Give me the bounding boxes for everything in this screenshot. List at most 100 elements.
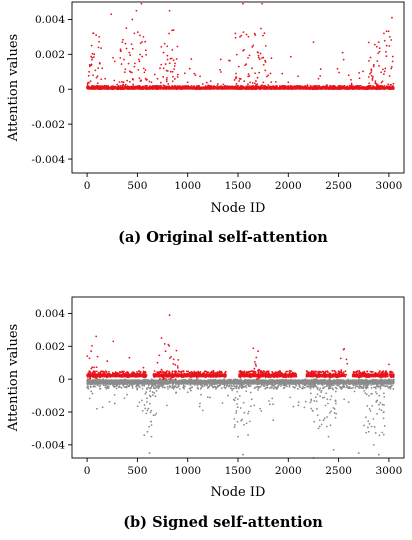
data-point (89, 385, 92, 388)
data-point (93, 53, 96, 56)
data-point (220, 71, 222, 73)
data-point (101, 67, 104, 70)
data-point (102, 378, 105, 381)
data-point (165, 78, 168, 81)
data-point (350, 78, 352, 81)
data-point (104, 77, 107, 80)
data-point (276, 85, 278, 87)
data-point (116, 83, 119, 86)
data-point (160, 63, 163, 66)
data-point (167, 83, 170, 85)
data-point (163, 42, 166, 45)
data-point (97, 67, 100, 70)
data-point (94, 385, 96, 388)
y-axis-label: Attention values (6, 34, 21, 142)
x-tick-label: 3000 (376, 180, 403, 192)
data-point (94, 370, 96, 373)
data-point (359, 84, 362, 87)
data-point (342, 58, 345, 61)
data-point (390, 39, 393, 41)
data-point (89, 377, 92, 380)
data-point (368, 82, 371, 85)
data-point (199, 75, 201, 78)
data-point (257, 51, 260, 54)
data-point (110, 13, 113, 16)
data-point (391, 16, 393, 19)
data-point (376, 83, 378, 85)
data-point (94, 69, 97, 72)
data-point (233, 79, 236, 81)
data-point (216, 83, 219, 85)
data-point (248, 75, 251, 77)
data-point (338, 71, 341, 74)
data-point (377, 41, 380, 44)
data-point (123, 58, 125, 61)
data-point (251, 67, 253, 70)
data-point (166, 54, 169, 57)
data-point (172, 59, 175, 62)
data-point (258, 71, 261, 74)
data-point (391, 60, 394, 63)
y-tick-label: 0 (58, 84, 65, 96)
data-point (138, 77, 141, 80)
data-point (219, 68, 221, 71)
data-point (136, 31, 139, 34)
data-point (389, 36, 391, 38)
y-tick-label: 0.002 (35, 49, 65, 61)
data-point (176, 73, 179, 76)
data-point (164, 63, 167, 65)
data-point (92, 32, 95, 35)
data-point (242, 2, 244, 5)
data-point (98, 36, 101, 38)
data-point (347, 74, 350, 77)
data-point (131, 47, 134, 50)
data-point (137, 69, 140, 71)
data-point (370, 69, 373, 72)
data-point (88, 70, 90, 73)
data-point (141, 55, 144, 58)
data-point (141, 41, 143, 43)
data-point (117, 85, 120, 87)
data-point (368, 59, 370, 62)
data-point (262, 56, 265, 59)
data-point (336, 67, 339, 70)
data-point (390, 65, 393, 68)
data-point (118, 81, 121, 83)
data-point (385, 30, 388, 33)
data-point (96, 82, 99, 85)
data-point (378, 47, 381, 50)
data-point (261, 84, 264, 87)
data-point (97, 46, 100, 49)
data-point (367, 41, 370, 44)
data-point (126, 79, 129, 82)
data-point (201, 83, 204, 85)
data-point (98, 40, 100, 43)
data-point (254, 82, 256, 85)
data-point (96, 407, 98, 410)
data-point (239, 78, 242, 80)
scatter-points (86, 314, 395, 459)
data-point (99, 384, 102, 387)
data-point (176, 76, 179, 78)
data-point (88, 357, 91, 360)
data-point (392, 82, 395, 85)
data-point (242, 31, 245, 34)
data-point (89, 371, 92, 374)
data-point (87, 385, 89, 388)
data-point (96, 377, 98, 380)
data-point (91, 366, 94, 369)
data-point (260, 27, 262, 30)
data-point (245, 33, 248, 36)
data-point (319, 75, 322, 77)
data-point (186, 81, 189, 84)
data-point (297, 75, 300, 78)
scatter-points (86, 2, 395, 91)
data-point (358, 85, 361, 87)
data-point (132, 78, 134, 81)
data-point (150, 81, 153, 84)
data-point (93, 56, 95, 58)
data-point (169, 70, 172, 73)
data-point (99, 62, 101, 65)
data-point (385, 44, 388, 47)
data-point (384, 67, 387, 70)
